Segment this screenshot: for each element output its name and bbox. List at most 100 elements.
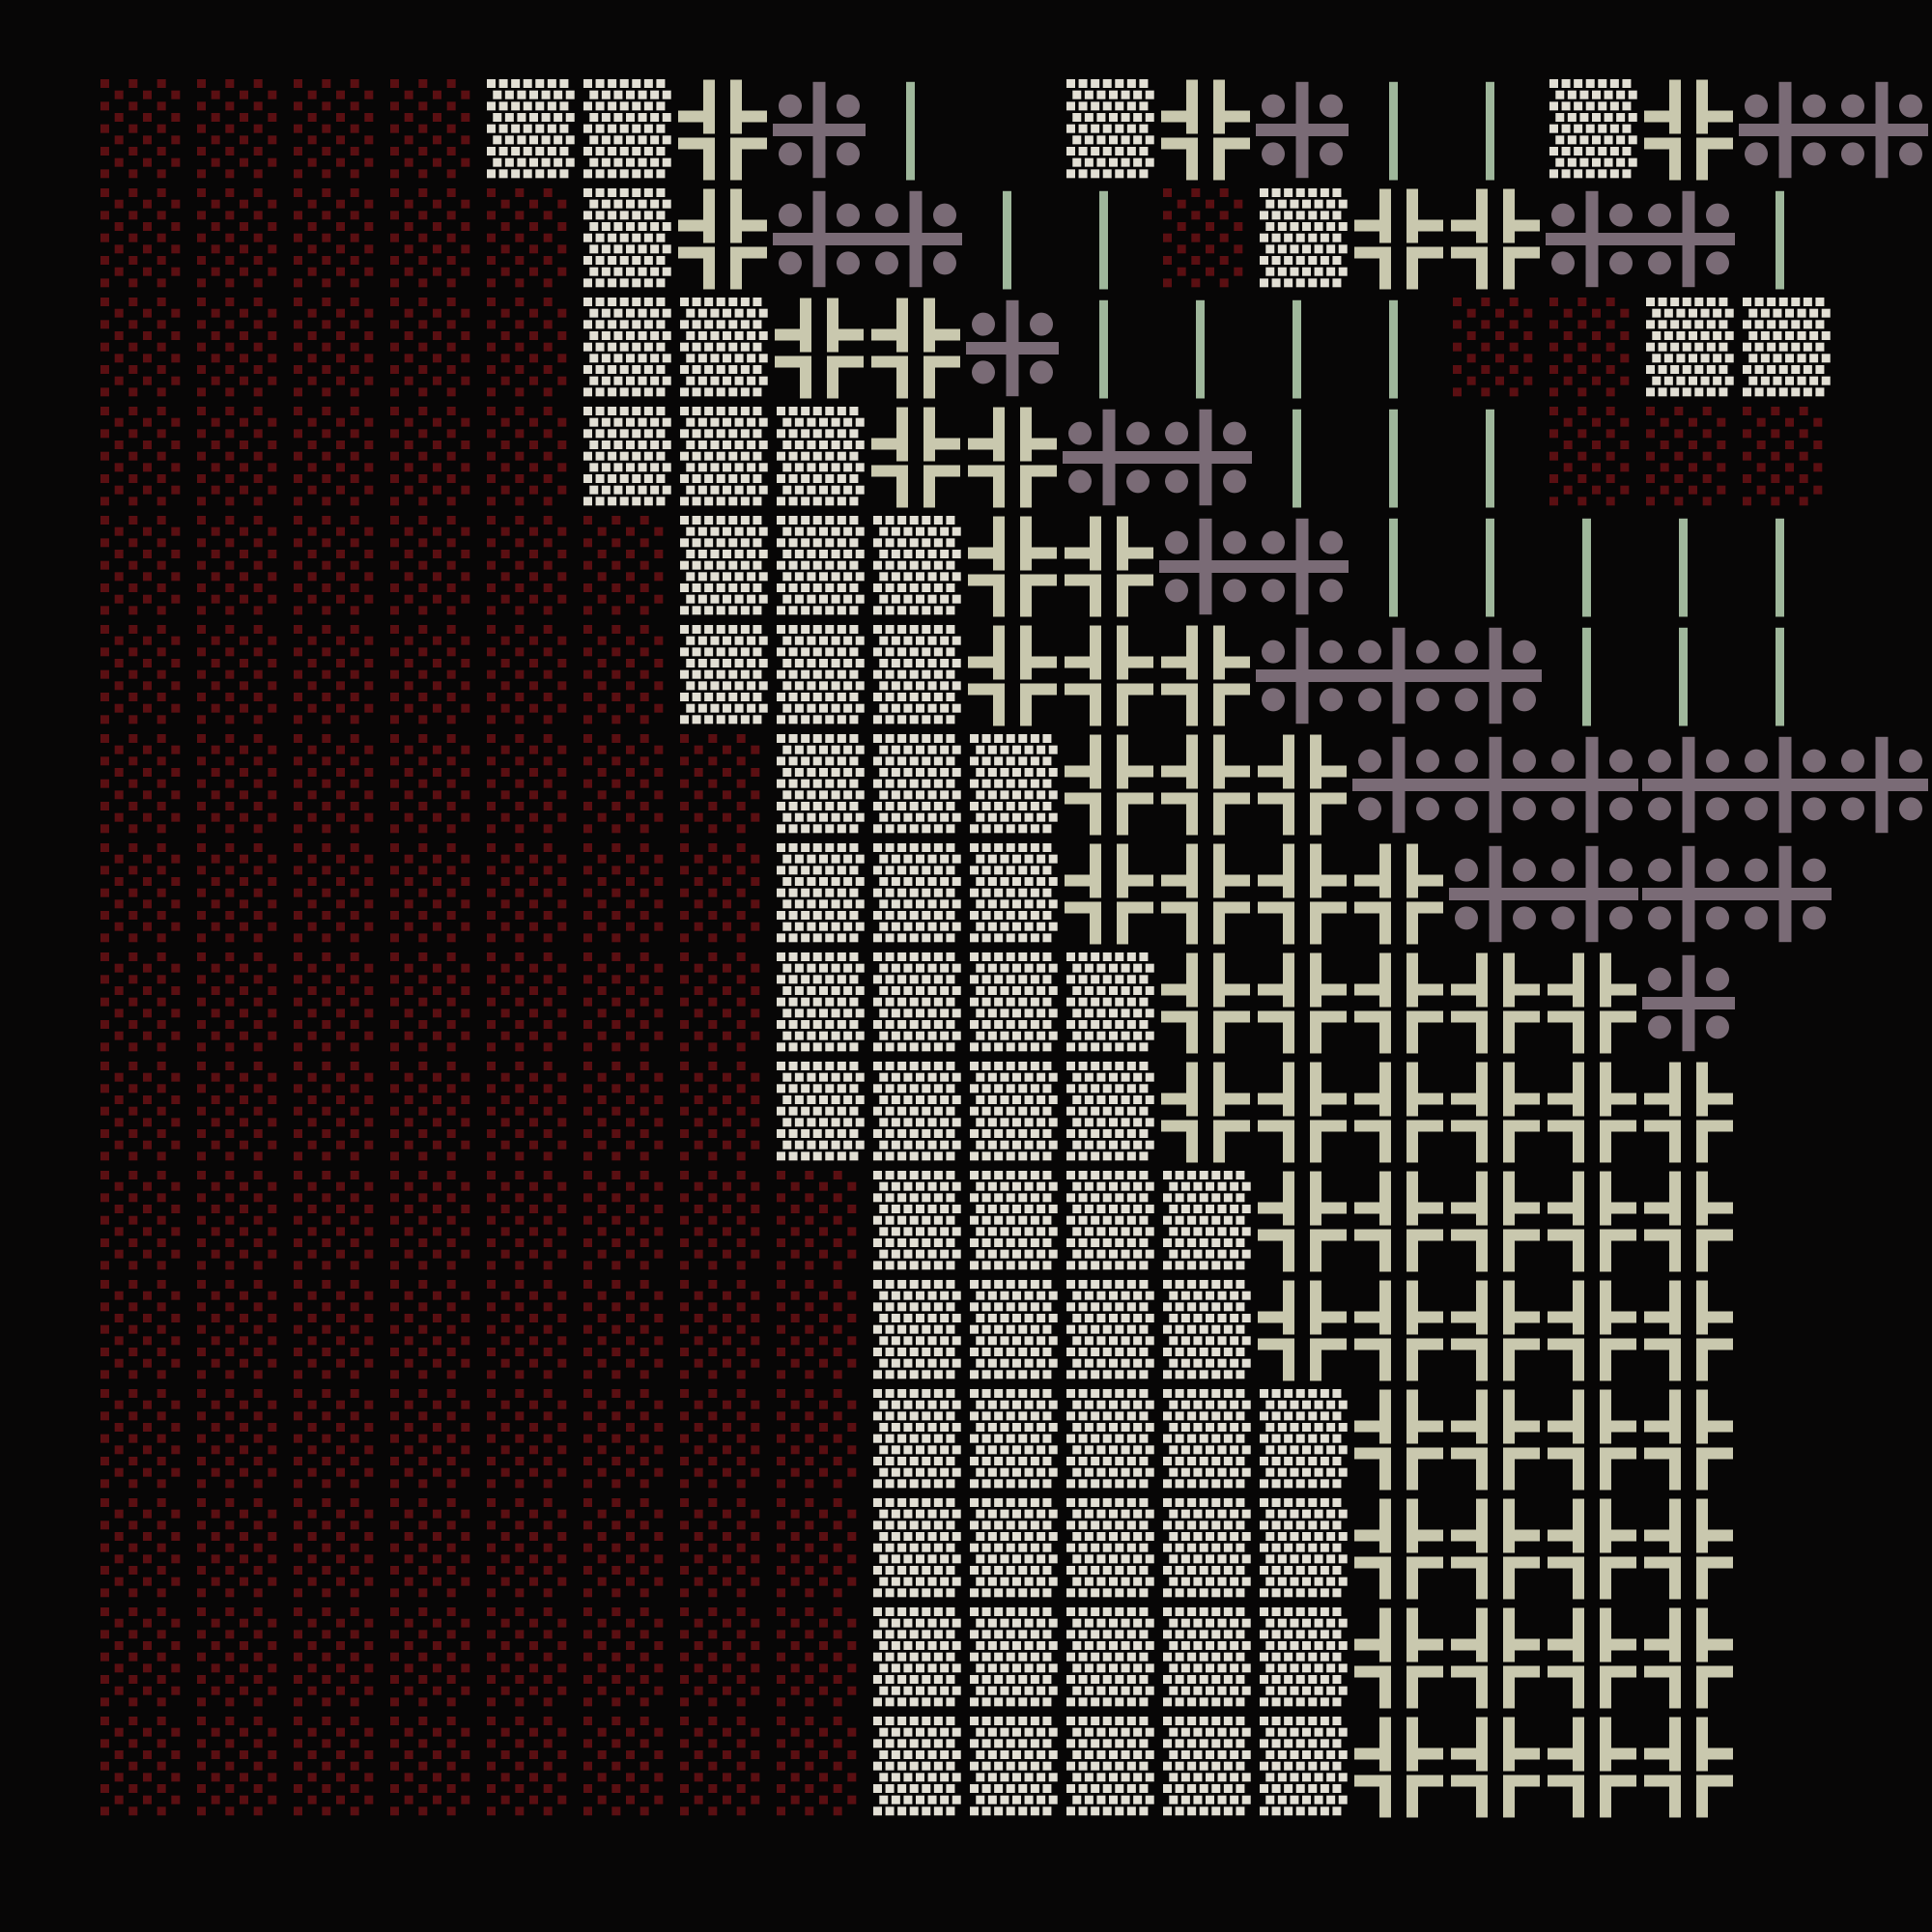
sparse-dot-grid-glyph — [288, 403, 384, 512]
sparse-dot-grid-glyph — [95, 730, 191, 839]
sparse-dot-grid-glyph-shape — [390, 1498, 470, 1598]
sparse-dot-grid-glyph — [1447, 294, 1544, 403]
dense-dot-grid-glyph-shape — [1066, 1280, 1154, 1379]
sparse-dot-grid-glyph — [674, 1604, 771, 1713]
split-cross-glyph-shape — [1548, 1280, 1636, 1381]
split-cross-glyph — [1544, 1494, 1640, 1604]
sparse-dot-grid-glyph — [288, 1494, 384, 1604]
split-cross-glyph — [1447, 1494, 1544, 1604]
dense-dot-grid-glyph — [771, 403, 867, 512]
split-cross-glyph — [1254, 1276, 1350, 1385]
sparse-dot-grid-glyph — [95, 512, 191, 621]
dense-dot-grid-glyph — [1254, 185, 1350, 294]
sparse-dot-grid-glyph — [771, 1276, 867, 1385]
dense-dot-grid-glyph — [867, 1276, 964, 1385]
split-cross-glyph — [964, 621, 1061, 730]
split-cross-glyph-shape — [1065, 516, 1153, 617]
sparse-dot-grid-glyph-shape — [100, 1171, 181, 1270]
dense-dot-grid-glyph-shape — [1163, 1607, 1251, 1707]
split-cross-glyph-shape — [678, 79, 767, 181]
plus-with-quadrant-dots-glyph — [1447, 839, 1640, 949]
split-cross-glyph — [1640, 1713, 1737, 1822]
dense-dot-grid-glyph — [771, 1058, 867, 1167]
split-cross-glyph-shape — [1065, 843, 1153, 945]
sparse-dot-grid-glyph-shape — [100, 1717, 181, 1816]
vertical-bar-glyph-shape — [1582, 627, 1591, 726]
vertical-bar-glyph-shape — [1776, 627, 1784, 726]
split-cross-glyph-shape — [1644, 1498, 1733, 1600]
plus-with-quadrant-dots-glyph-shape — [1256, 81, 1349, 179]
sparse-dot-grid-glyph-shape — [680, 1717, 760, 1816]
sparse-dot-grid-glyph-shape — [197, 843, 277, 943]
dense-dot-grid-glyph-shape — [970, 1717, 1058, 1816]
dense-dot-grid-glyph-shape — [487, 79, 575, 179]
dense-dot-grid-glyph-shape — [873, 1498, 961, 1598]
split-cross-glyph — [1447, 949, 1544, 1058]
vertical-bar-glyph — [964, 185, 1061, 294]
plus-with-quadrant-dots-glyph-shape — [1159, 518, 1349, 615]
vertical-bar-glyph-shape — [1196, 299, 1205, 399]
split-cross-glyph-shape — [1258, 734, 1347, 836]
split-cross-glyph-shape — [1451, 188, 1540, 290]
split-cross-glyph-shape — [1644, 1062, 1733, 1163]
plus-with-quadrant-dots-glyph-shape — [1352, 736, 1638, 834]
sparse-dot-grid-glyph — [384, 621, 481, 730]
dense-dot-grid-glyph-shape — [1743, 298, 1831, 397]
split-cross-glyph — [1157, 949, 1254, 1058]
dense-dot-grid-glyph-shape — [1066, 1607, 1154, 1707]
dense-dot-grid-glyph-shape — [1260, 1717, 1348, 1816]
sparse-dot-grid-glyph-shape — [294, 843, 374, 943]
sparse-dot-grid-glyph-shape — [1743, 407, 1823, 506]
sparse-dot-grid-glyph-shape — [487, 1717, 567, 1816]
sparse-dot-grid-glyph — [191, 294, 288, 403]
sparse-dot-grid-glyph — [481, 730, 578, 839]
sparse-dot-grid-glyph-shape — [294, 952, 374, 1052]
sparse-dot-grid-glyph — [481, 294, 578, 403]
sparse-dot-grid-glyph — [771, 1713, 867, 1822]
vertical-bar-glyph — [1447, 512, 1544, 621]
split-cross-glyph — [1640, 1494, 1737, 1604]
split-cross-glyph-shape — [871, 298, 960, 399]
sparse-dot-grid-glyph — [384, 1385, 481, 1494]
split-cross-glyph-shape — [1644, 79, 1733, 181]
split-cross-glyph-shape — [1354, 1607, 1443, 1709]
sparse-dot-grid-glyph — [191, 1276, 288, 1385]
split-cross-glyph — [964, 512, 1061, 621]
sparse-dot-grid-glyph-shape — [1646, 407, 1726, 506]
plus-with-quadrant-dots-glyph — [1254, 621, 1544, 730]
sparse-dot-grid-glyph-shape — [100, 625, 181, 724]
sparse-dot-grid-glyph — [191, 75, 288, 185]
plus-with-quadrant-dots-glyph-shape — [1546, 190, 1735, 288]
sparse-dot-grid-glyph — [288, 75, 384, 185]
plus-with-quadrant-dots-glyph — [964, 294, 1061, 403]
sparse-dot-grid-glyph — [191, 839, 288, 949]
vertical-bar-glyph — [1254, 294, 1350, 403]
sparse-dot-grid-glyph — [481, 403, 578, 512]
sparse-dot-grid-glyph-shape — [487, 1498, 567, 1598]
vertical-bar-glyph-shape — [1389, 81, 1398, 181]
split-cross-glyph-shape — [1258, 1280, 1347, 1381]
sparse-dot-grid-glyph — [674, 1494, 771, 1604]
sparse-dot-grid-glyph-shape — [583, 1607, 664, 1707]
sparse-dot-grid-glyph-shape — [197, 1389, 277, 1489]
sparse-dot-grid-glyph — [95, 294, 191, 403]
sparse-dot-grid-glyph-shape — [777, 1607, 857, 1707]
sparse-dot-grid-glyph — [578, 512, 674, 621]
split-cross-glyph — [1447, 185, 1544, 294]
plus-with-quadrant-dots-glyph — [1737, 75, 1930, 185]
dense-dot-grid-glyph — [1254, 1385, 1350, 1494]
sparse-dot-grid-glyph — [578, 839, 674, 949]
dense-dot-grid-glyph-shape — [970, 1607, 1058, 1707]
split-cross-glyph-shape — [968, 625, 1057, 726]
sparse-dot-grid-glyph — [191, 730, 288, 839]
split-cross-glyph-shape — [1644, 1717, 1733, 1818]
sparse-dot-grid-glyph-shape — [294, 188, 374, 288]
sparse-dot-grid-glyph — [95, 75, 191, 185]
sparse-dot-grid-glyph — [1640, 403, 1737, 512]
dense-dot-grid-glyph — [867, 1604, 964, 1713]
dense-dot-grid-glyph-shape — [1066, 1717, 1154, 1816]
dense-dot-grid-glyph — [674, 512, 771, 621]
sparse-dot-grid-glyph — [191, 185, 288, 294]
sparse-dot-grid-glyph-shape — [197, 1171, 277, 1270]
split-cross-glyph — [1254, 949, 1350, 1058]
